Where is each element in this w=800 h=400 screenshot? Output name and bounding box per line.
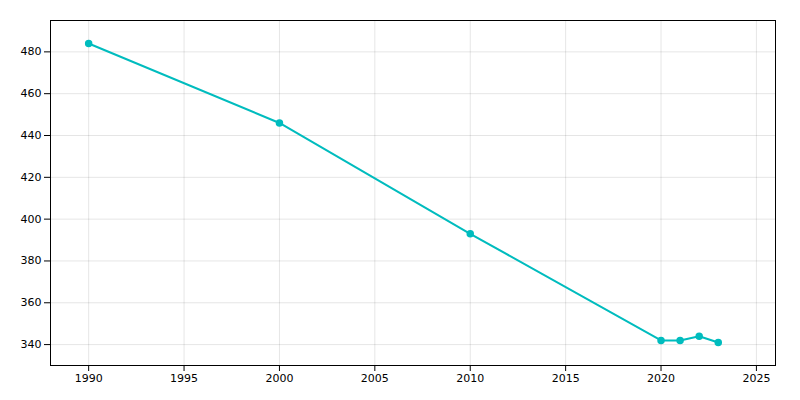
svg-text:2010: 2010 <box>456 372 484 385</box>
svg-text:380: 380 <box>21 254 42 267</box>
svg-text:2015: 2015 <box>552 372 580 385</box>
svg-text:2025: 2025 <box>742 372 770 385</box>
svg-text:360: 360 <box>21 296 42 309</box>
svg-text:1990: 1990 <box>75 372 103 385</box>
svg-text:420: 420 <box>21 171 42 184</box>
svg-text:2005: 2005 <box>361 372 389 385</box>
svg-text:340: 340 <box>21 338 42 351</box>
svg-text:400: 400 <box>21 213 42 226</box>
svg-text:2020: 2020 <box>647 372 675 385</box>
svg-text:1995: 1995 <box>170 372 198 385</box>
svg-text:440: 440 <box>21 129 42 142</box>
svg-text:460: 460 <box>21 87 42 100</box>
svg-text:2000: 2000 <box>265 372 293 385</box>
svg-text:480: 480 <box>21 45 42 58</box>
